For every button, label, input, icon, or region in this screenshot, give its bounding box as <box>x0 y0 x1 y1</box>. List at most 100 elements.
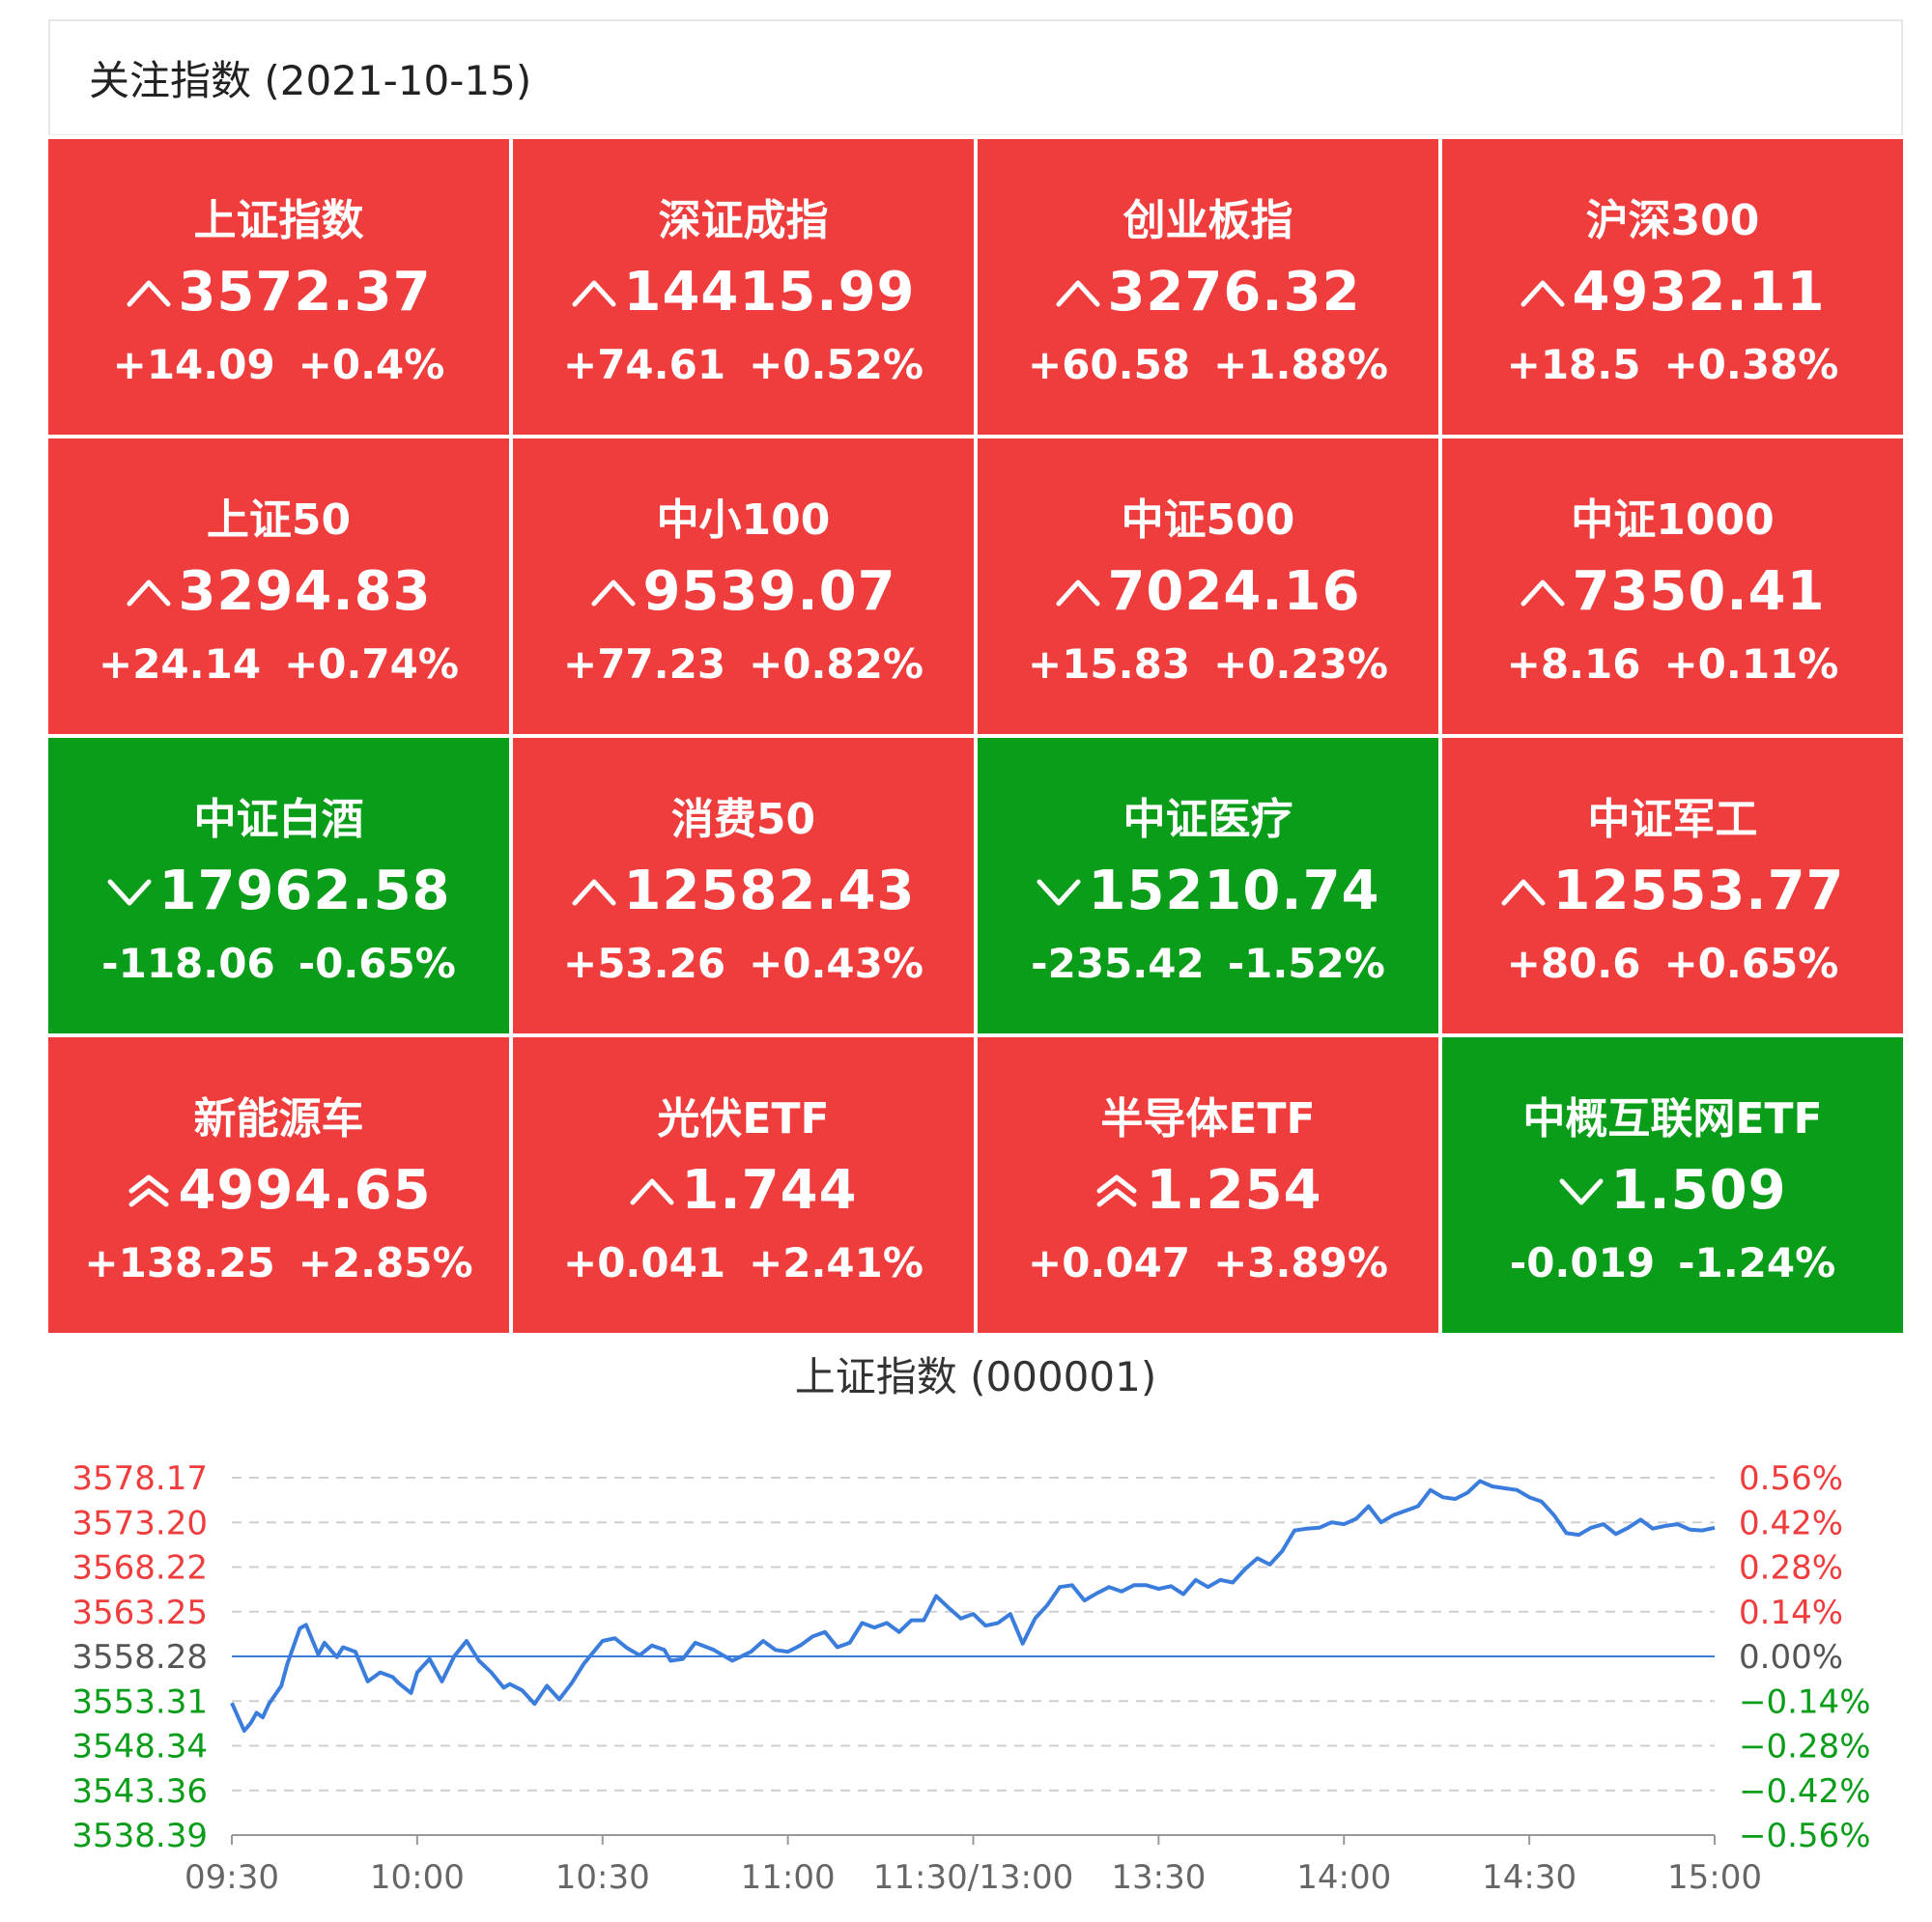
chevron-up-icon <box>1056 579 1100 606</box>
index-change: +0.047 <box>1028 1239 1191 1286</box>
index-tile[interactable]: 光伏ETF 1.744 +0.041 +2.41% <box>513 1037 974 1333</box>
chevron-up-icon <box>1501 879 1546 905</box>
x-axis-tick: 14:00 <box>1296 1858 1391 1897</box>
y-axis-right-tick: −0.28% <box>1739 1728 1871 1767</box>
chevron-up-icon <box>127 280 171 306</box>
index-change-row: +0.041 +2.41% <box>563 1239 923 1286</box>
x-axis-tick: 15:00 <box>1667 1858 1762 1897</box>
index-tile[interactable]: 深证成指 14415.99 +74.61 +0.52% <box>513 139 974 435</box>
index-tile[interactable]: 中小100 9539.07 +77.23 +0.82% <box>513 438 974 734</box>
index-price-value: 9539.07 <box>642 560 896 623</box>
index-change-row: +8.16 +0.11% <box>1507 640 1839 688</box>
index-change-percent: +0.11% <box>1663 640 1839 688</box>
index-tile[interactable]: 新能源车 4994.65 +138.25 +2.85% <box>48 1037 509 1333</box>
index-price: 1.744 <box>629 1159 857 1222</box>
chevron-down-icon <box>1559 1178 1604 1204</box>
index-change-row: +60.58 +1.88% <box>1028 341 1388 388</box>
index-change-row: +14.09 +0.4% <box>113 341 445 388</box>
chevron-up-icon <box>591 579 636 606</box>
index-price: 14415.99 <box>571 261 915 324</box>
index-name: 光伏ETF <box>657 1094 830 1144</box>
index-change-row: -118.06 -0.65% <box>101 940 456 987</box>
index-price: 15210.74 <box>1036 860 1379 922</box>
y-axis-right-tick: −0.42% <box>1739 1772 1871 1811</box>
index-change-row: +0.047 +3.89% <box>1028 1239 1388 1286</box>
index-tile[interactable]: 消费50 12582.43 +53.26 +0.43% <box>513 738 974 1033</box>
index-price-value: 3572.37 <box>178 261 432 324</box>
index-change: -118.06 <box>101 940 275 987</box>
y-axis-right-tick: 0.42% <box>1739 1504 1843 1542</box>
chevron-up-icon <box>1520 280 1565 306</box>
index-price-value: 14415.99 <box>623 261 916 324</box>
index-price: 4994.65 <box>126 1159 431 1222</box>
x-axis-tick: 11:00 <box>741 1858 836 1897</box>
index-name: 上证指数 <box>193 196 364 245</box>
index-price: 12553.77 <box>1500 860 1844 922</box>
index-price: 4932.11 <box>1520 261 1825 324</box>
index-price: 1.254 <box>1094 1159 1321 1222</box>
index-tile[interactable]: 中证500 7024.16 +15.83 +0.23% <box>978 438 1438 734</box>
index-change-row: -235.42 -1.52% <box>1031 940 1385 987</box>
index-change: +24.14 <box>99 640 262 688</box>
index-change-percent: +0.38% <box>1663 341 1839 388</box>
index-change-percent: -0.65% <box>298 940 456 987</box>
index-change-row: -0.019 -1.24% <box>1510 1239 1835 1286</box>
index-tile[interactable]: 中证1000 7350.41 +8.16 +0.11% <box>1442 438 1903 734</box>
index-change: +14.09 <box>112 341 275 388</box>
index-name: 消费50 <box>670 795 816 844</box>
index-change: -235.42 <box>1031 940 1205 987</box>
chevron-down-icon <box>107 879 152 905</box>
chevron-up-icon <box>572 879 616 905</box>
index-tile[interactable]: 中概互联网ETF 1.509 -0.019 -1.24% <box>1442 1037 1903 1333</box>
intraday-chart: 上证指数 (000001) 3578.17 0.56% 3573.20 0.42% 356… <box>48 1347 1903 1903</box>
index-name: 半导体ETF <box>1100 1094 1316 1144</box>
index-change: +8.16 <box>1506 640 1641 688</box>
index-change-percent: -1.52% <box>1227 940 1385 987</box>
index-change: +0.041 <box>563 1239 726 1286</box>
chevron-down-icon <box>1037 879 1081 905</box>
index-tile[interactable]: 半导体ETF 1.254 +0.047 +3.89% <box>978 1037 1438 1333</box>
y-axis-left-tick: 3538.39 <box>71 1817 208 1855</box>
index-price-value: 12553.77 <box>1552 860 1845 922</box>
index-tile[interactable]: 沪深300 4932.11 +18.5 +0.38% <box>1442 139 1903 435</box>
x-axis-tick: 14:30 <box>1482 1858 1577 1897</box>
index-change-row: +80.6 +0.65% <box>1507 940 1839 987</box>
index-tile[interactable]: 中证军工 12553.77 +80.6 +0.65% <box>1442 738 1903 1033</box>
index-change-percent: +0.4% <box>298 341 445 388</box>
index-price-value: 12582.43 <box>623 860 916 922</box>
index-tile-grid: 上证指数 3572.37 +14.09 +0.4% 深证成指 14415.99 +74.61… <box>48 139 1903 1333</box>
chart-title: 上证指数 (000001) <box>795 1353 1156 1400</box>
index-change-percent: +1.88% <box>1213 341 1388 388</box>
chevron-up-icon <box>127 579 171 606</box>
index-change-percent: +2.41% <box>749 1239 923 1286</box>
index-change-percent: +0.82% <box>749 640 923 688</box>
index-name: 上证50 <box>206 495 352 545</box>
index-tile[interactable]: 中证白酒 17962.58 -118.06 -0.65% <box>48 738 509 1033</box>
index-change-row: +15.83 +0.23% <box>1028 640 1388 688</box>
y-axis-left-tick: 3573.20 <box>71 1504 208 1542</box>
index-panel: 关注指数 (2021-10-15) 上证指数 3572.37 +14.09 +0.4%… <box>48 19 1903 1903</box>
index-price: 3276.32 <box>1055 261 1360 324</box>
y-axis-left-tick: 3558.28 <box>71 1638 208 1677</box>
chevron-up-icon <box>1056 280 1100 306</box>
chevron-up-icon <box>1520 579 1565 606</box>
index-change: +15.83 <box>1028 640 1191 688</box>
index-name: 中概互联网ETF <box>1522 1094 1823 1144</box>
index-name: 中证500 <box>1121 495 1295 545</box>
double-chevron-up-icon <box>1096 1174 1137 1206</box>
index-tile[interactable]: 上证50 3294.83 +24.14 +0.74% <box>48 438 509 734</box>
index-change-percent: +3.89% <box>1213 1239 1388 1286</box>
index-change: +18.5 <box>1506 341 1641 388</box>
index-change: +77.23 <box>563 640 726 688</box>
index-tile[interactable]: 中证医疗 15210.74 -235.42 -1.52% <box>978 738 1438 1033</box>
y-axis-left-tick: 3563.25 <box>71 1594 208 1632</box>
x-axis-tick: 10:30 <box>555 1858 650 1897</box>
index-tile[interactable]: 上证指数 3572.37 +14.09 +0.4% <box>48 139 509 435</box>
price-line <box>230 1479 1716 1733</box>
index-name: 新能源车 <box>193 1094 364 1144</box>
index-tile[interactable]: 创业板指 3276.32 +60.58 +1.88% <box>978 139 1438 435</box>
index-name: 中证军工 <box>1587 795 1758 844</box>
index-price: 3294.83 <box>126 560 431 623</box>
index-change: -0.019 <box>1509 1239 1656 1286</box>
index-price-value: 4932.11 <box>1572 261 1826 324</box>
